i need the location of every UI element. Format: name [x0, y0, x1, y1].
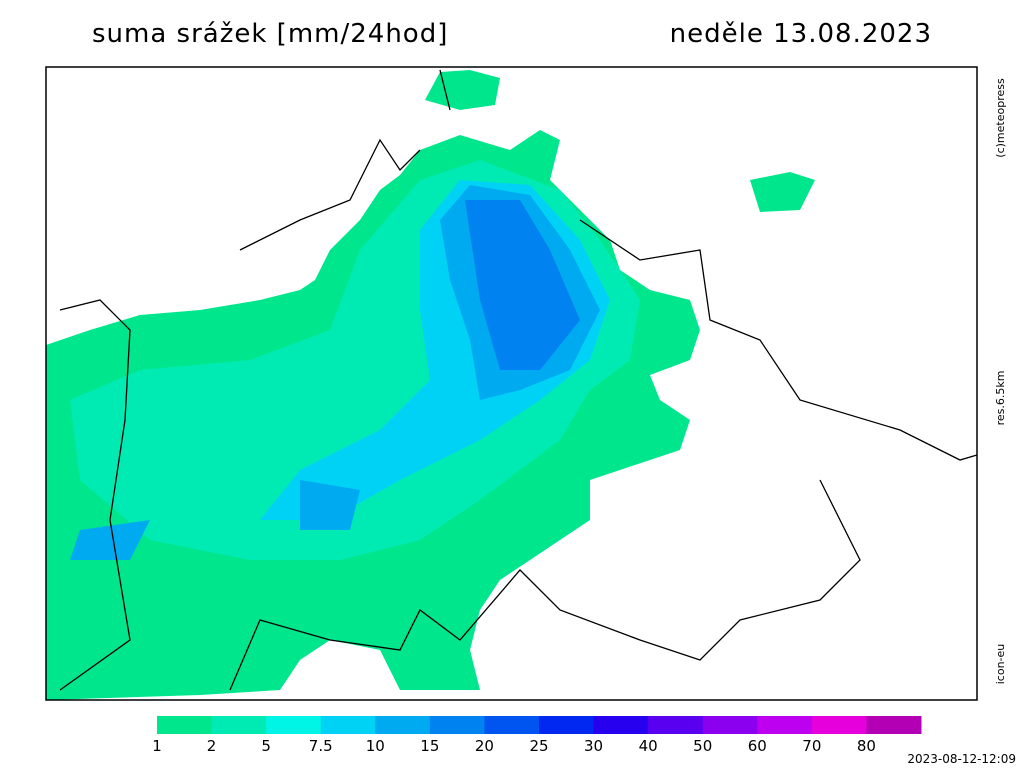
legend-swatch: [320, 716, 376, 734]
rain-area: [70, 480, 360, 560]
legend: 1 2 5 7.5 10 15 20 25 30 40 50 60 70 80: [152, 716, 922, 755]
legend-swatch: [757, 716, 813, 734]
legend-swatch: [266, 716, 322, 734]
copyright: (c)meteopress: [994, 78, 1007, 158]
resolution: res.6.5km: [994, 371, 1007, 426]
legend-swatch: [484, 716, 540, 734]
title: suma srážek [mm/24hod]: [92, 19, 448, 49]
rain-area: [750, 172, 815, 212]
legend-swatch: [811, 716, 867, 734]
map-frame: [45, 66, 978, 701]
rain-area: [465, 200, 580, 370]
legend-label: 60: [748, 737, 767, 755]
legend-swatch: [375, 716, 431, 734]
timestamp: 2023-08-12-12:09: [907, 752, 1016, 766]
legend-label: 25: [529, 737, 548, 755]
model: icon-eu: [994, 644, 1007, 685]
legend-swatch: [429, 716, 485, 734]
date: neděle 13.08.2023: [670, 19, 932, 49]
legend-swatch: [593, 716, 649, 734]
legend-swatch: [866, 716, 922, 734]
map: [45, 66, 978, 701]
legend-label: 10: [366, 737, 385, 755]
legend-label: 40: [639, 737, 658, 755]
legend-label: 7.5: [309, 737, 333, 755]
legend-swatch: [702, 716, 758, 734]
rain-area: [425, 70, 500, 110]
legend-label: 15: [420, 737, 439, 755]
legend-swatch: [157, 716, 213, 734]
legend-label: 20: [475, 737, 494, 755]
legend-label: 30: [584, 737, 603, 755]
legend-swatch: [539, 716, 595, 734]
legend-swatch: [211, 716, 267, 734]
legend-label: 5: [261, 737, 271, 755]
legend-label: 70: [802, 737, 821, 755]
legend-label: 1: [152, 737, 162, 755]
border: [59, 69, 978, 691]
legend-label: 50: [693, 737, 712, 755]
legend-label: 2: [207, 737, 217, 755]
legend-swatch: [648, 716, 704, 734]
legend-label: 80: [857, 737, 876, 755]
